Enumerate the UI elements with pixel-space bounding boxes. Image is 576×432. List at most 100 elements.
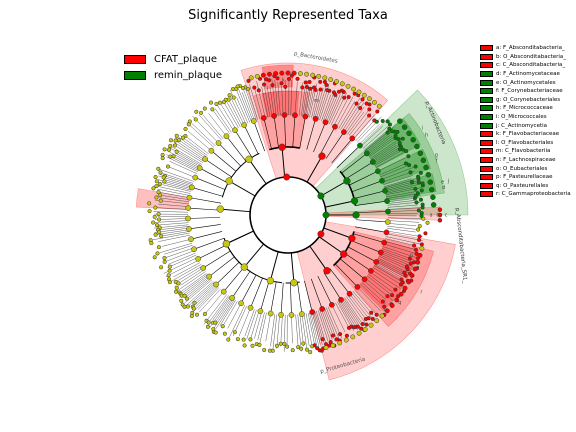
branch-line <box>338 101 355 129</box>
taxon-node <box>281 112 288 118</box>
taxon-node <box>382 187 388 194</box>
taxon-node <box>341 129 347 135</box>
taxon-node <box>196 165 203 171</box>
sector-letter-n: n <box>410 253 413 259</box>
branch-line <box>375 151 406 168</box>
taxon-node <box>360 97 365 102</box>
taxon-node <box>400 136 405 141</box>
branch-line <box>340 299 360 330</box>
taxon-node <box>173 289 179 294</box>
branch-line <box>176 271 206 292</box>
clade-key: a: F_Absconditabacteria_ b: O_Absconditab… <box>480 44 571 199</box>
branch-line <box>371 269 401 289</box>
taxon-node <box>279 70 285 76</box>
key-label: h: F_Micrococcaceae <box>496 105 553 112</box>
branch-line <box>173 262 201 278</box>
key-label: o: O_Eubacteriales <box>496 165 548 172</box>
branch-line <box>240 274 257 304</box>
key-item-j: j: C_Actinomycetia <box>480 121 571 130</box>
sector-letter-g: g <box>435 153 438 159</box>
taxon-node <box>419 188 424 193</box>
branch-line <box>229 95 245 126</box>
key-label: a: F_Absconditabacteria_ <box>496 45 565 52</box>
branch-line <box>173 141 204 162</box>
taxon-node <box>417 224 422 229</box>
branch-line <box>220 208 251 213</box>
taxon-node <box>328 302 335 308</box>
taxon-node <box>412 243 417 248</box>
branch-line <box>386 230 423 238</box>
branch-line <box>314 87 324 119</box>
branch-line <box>280 314 283 347</box>
taxon-node <box>344 333 349 338</box>
branch-line <box>384 179 415 189</box>
chart-title: Significantly Represented Taxa <box>188 8 388 23</box>
branch-line <box>306 86 313 117</box>
taxon-node <box>419 245 425 251</box>
branch-line <box>347 294 366 319</box>
branch-line <box>316 310 328 348</box>
taxon-node <box>245 155 253 163</box>
taxon-node <box>155 251 160 256</box>
taxon-node <box>325 88 330 93</box>
key-swatch <box>480 157 493 164</box>
taxon-node <box>423 164 429 171</box>
taxon-node <box>188 236 194 243</box>
taxon-node <box>301 341 306 346</box>
taxon-node <box>317 192 325 200</box>
branch-line <box>193 286 219 312</box>
branch-line <box>185 136 209 155</box>
branch-line <box>163 250 195 263</box>
branch-line <box>347 246 377 263</box>
taxon-node <box>364 322 369 327</box>
taxon-node <box>213 320 218 325</box>
sector-letter-f: f <box>436 158 438 164</box>
phylum-label-bacteroidetes: p_Bacteroidetes <box>293 51 338 65</box>
branch-line <box>297 282 303 315</box>
taxon-node <box>417 234 422 239</box>
taxon-node <box>334 79 340 85</box>
taxon-node <box>379 177 385 184</box>
taxon-node <box>168 138 174 143</box>
branch-line <box>193 237 225 250</box>
branch-line <box>336 145 361 168</box>
key-swatch <box>480 191 493 198</box>
branch-line <box>277 82 281 116</box>
branch-line <box>226 230 254 245</box>
taxon-node <box>418 170 423 175</box>
branch-line <box>311 311 321 345</box>
taxon-node <box>157 217 162 222</box>
key-swatch <box>480 174 493 181</box>
branch-line <box>324 308 337 338</box>
taxon-node <box>250 118 257 124</box>
branch-line <box>384 179 421 190</box>
taxon-node <box>232 127 238 134</box>
taxon-node <box>199 110 204 115</box>
taxon-node <box>385 208 391 215</box>
key-item-i: i: O_Micrococcales <box>480 113 571 122</box>
branch-line <box>386 193 416 199</box>
taxon-node <box>380 118 385 124</box>
branch-line <box>335 263 358 288</box>
taxon-node <box>232 330 237 335</box>
branch-line <box>318 236 344 255</box>
taxon-node <box>208 147 215 154</box>
taxon-node <box>409 180 415 185</box>
branch-line <box>180 269 205 286</box>
taxon-node <box>356 330 362 336</box>
branch-line <box>248 90 258 120</box>
taxon-node <box>437 207 443 212</box>
taxon-node <box>250 343 255 348</box>
taxon-node <box>241 337 246 342</box>
taxon-node <box>267 71 272 77</box>
branch-line <box>370 271 398 292</box>
branch-line <box>381 166 415 180</box>
taxon-node <box>213 330 218 335</box>
taxon-node <box>182 293 187 298</box>
taxon-node <box>393 133 398 138</box>
branch-line <box>369 136 398 157</box>
taxon-node <box>205 324 210 329</box>
branch-line <box>317 275 333 306</box>
branch-line <box>348 109 370 136</box>
sector-letter-c: c <box>445 213 448 219</box>
